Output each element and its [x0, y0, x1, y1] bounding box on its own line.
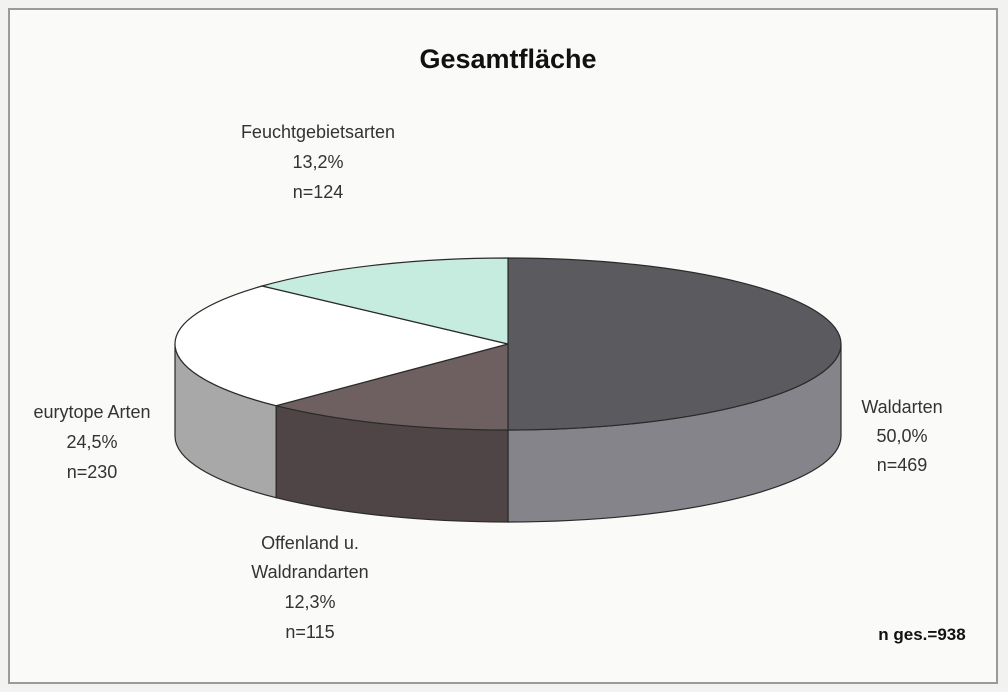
pie-slice-offenland — [273, 343, 509, 431]
slice-percent-offenland: 12,3% — [284, 592, 335, 612]
slice-label-eurytope: eurytope Arten — [33, 402, 150, 422]
slice-percent-eurytope: 24,5% — [66, 432, 117, 452]
pie-tops — [174, 257, 842, 431]
pie-slice-waldarten — [507, 257, 842, 431]
pie-slice-feuchtgebietsarten — [259, 257, 509, 345]
chart-title: Gesamtfläche — [419, 44, 596, 74]
slice-n-waldarten: n=469 — [877, 455, 928, 475]
slice-percent-feuchtgebiet: 13,2% — [292, 152, 343, 172]
slice-label-feuchtgebiet: Feuchtgebietsarten — [241, 122, 395, 142]
pie-sides — [174, 343, 842, 523]
slice-percent-waldarten: 50,0% — [876, 426, 927, 446]
slice-n-eurytope: n=230 — [67, 462, 118, 482]
slice-label-offenland-line2: Waldrandarten — [251, 562, 368, 582]
slice-label-waldarten: Waldarten — [861, 397, 942, 417]
slice-label-offenland-line1: Offenland u. — [261, 533, 359, 553]
slice-n-offenland: n=115 — [285, 622, 334, 642]
total-count-label: n ges.=938 — [878, 625, 965, 644]
pie-slice-eurytope — [174, 285, 509, 407]
slice-n-feuchtgebiet: n=124 — [293, 182, 344, 202]
